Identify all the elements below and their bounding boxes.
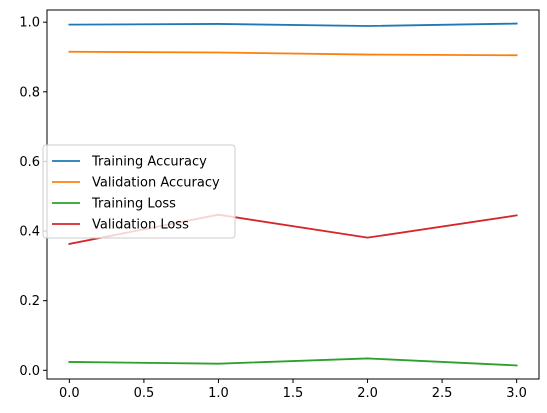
x-tick-label: 1.0: [208, 386, 229, 401]
x-tick-label: 0.0: [59, 386, 80, 401]
series-line-validation-accuracy: [68, 50, 518, 57]
y-tick-label: 0.8: [19, 85, 40, 100]
y-tick-label: 0.6: [19, 155, 40, 170]
x-tick-label: 1.5: [283, 386, 304, 401]
series-line-training-loss: [68, 357, 518, 367]
y-tick-label: 1.0: [19, 16, 40, 31]
x-tick-label: 0.5: [134, 386, 155, 401]
legend-box: [42, 144, 236, 239]
legend: Training Accuracy Validation Accuracy Trai…: [42, 144, 236, 239]
x-axis: 0.0 0.5 1.0 1.5 2.0 2.5 3.0: [59, 379, 527, 401]
x-tick-label: 2.5: [432, 386, 453, 401]
x-tick-label: 2.0: [357, 386, 378, 401]
legend-label-validation-loss: Validation Loss: [92, 218, 189, 233]
y-tick-label: 0.0: [19, 364, 40, 379]
y-axis: 0.0 0.2 0.4 0.6 0.8 1.0: [19, 16, 47, 379]
x-tick-label: 3.0: [506, 386, 527, 401]
series-line-training-accuracy: [68, 22, 518, 27]
y-tick-label: 0.2: [19, 294, 40, 309]
legend-label-training-accuracy: Training Accuracy: [91, 155, 207, 170]
y-tick-label: 0.4: [19, 225, 40, 240]
legend-label-training-loss: Training Loss: [91, 197, 176, 212]
legend-entries: Training Accuracy Validation Accuracy Trai…: [52, 155, 220, 233]
legend-label-validation-accuracy: Validation Accuracy: [92, 176, 220, 191]
